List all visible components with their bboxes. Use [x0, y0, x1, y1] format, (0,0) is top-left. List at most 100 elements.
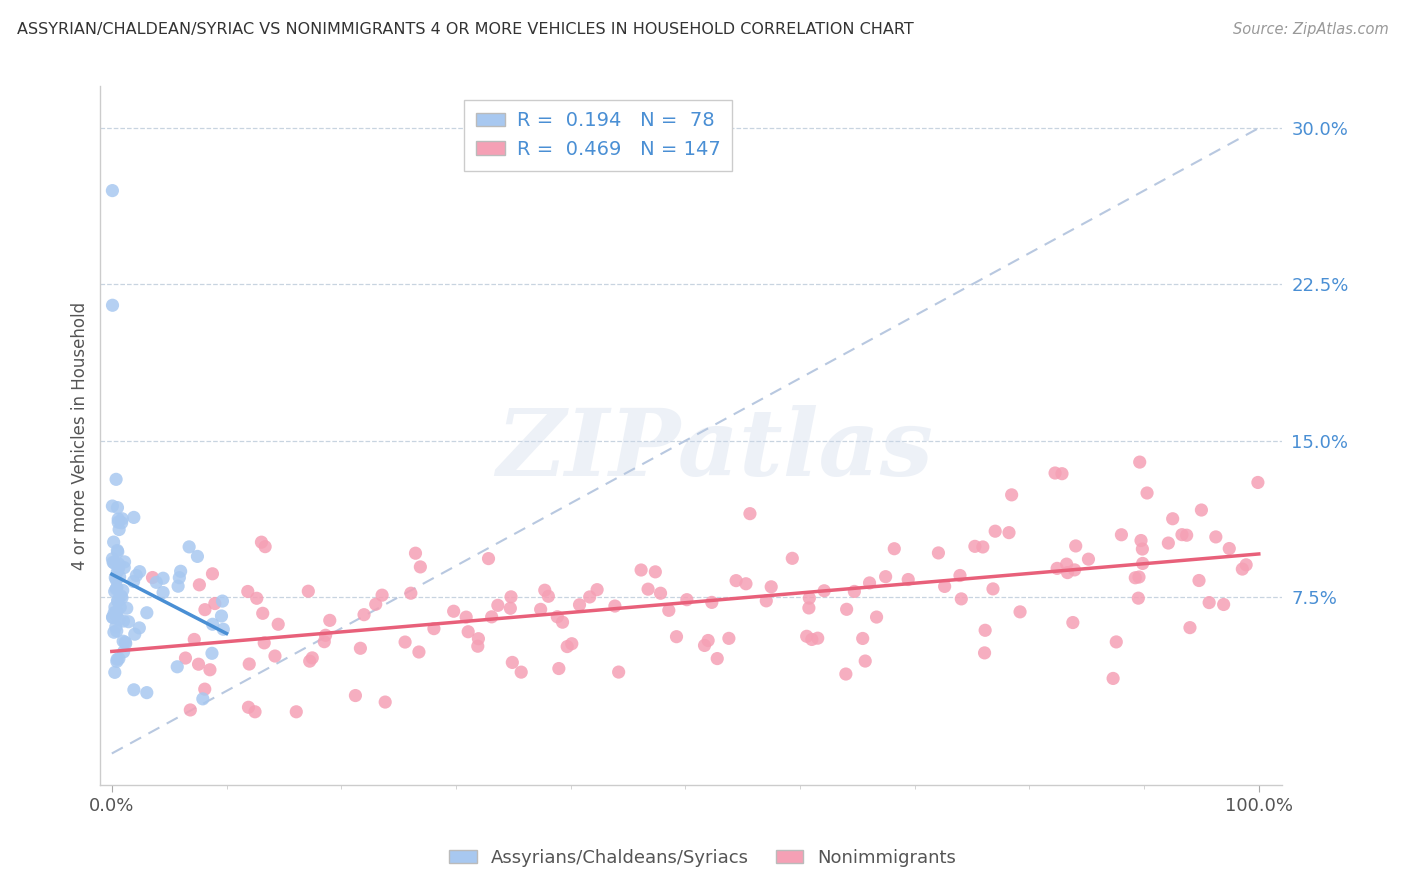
Point — [501, 656, 523, 670]
Point — [110, 600, 132, 615]
Point — [179, 540, 201, 554]
Point — [103, 625, 125, 640]
Point — [782, 551, 804, 566]
Point — [364, 597, 387, 611]
Point — [371, 588, 394, 602]
Point — [394, 635, 416, 649]
Point — [1102, 672, 1125, 686]
Point — [852, 632, 875, 646]
Point — [1111, 528, 1133, 542]
Point — [927, 546, 949, 560]
Point — [297, 584, 319, 599]
Point — [676, 592, 699, 607]
Point — [1043, 466, 1066, 480]
Point — [963, 539, 986, 553]
Point — [456, 610, 478, 624]
Legend: R =  0.194   N =  78, R =  0.469   N = 147: R = 0.194 N = 78, R = 0.469 N = 147 — [464, 100, 733, 170]
Point — [111, 583, 134, 598]
Point — [1008, 605, 1031, 619]
Point — [101, 551, 124, 566]
Point — [128, 621, 150, 635]
Point — [103, 606, 125, 620]
Point — [254, 540, 277, 554]
Point — [467, 632, 489, 646]
Point — [115, 601, 138, 615]
Point — [124, 627, 146, 641]
Point — [105, 565, 128, 579]
Point — [105, 573, 128, 587]
Point — [105, 654, 128, 668]
Point — [194, 682, 217, 697]
Point — [211, 609, 233, 624]
Point — [1128, 591, 1150, 606]
Point — [1050, 467, 1073, 481]
Point — [105, 652, 128, 666]
Point — [179, 703, 201, 717]
Point — [486, 599, 509, 613]
Point — [568, 598, 591, 612]
Point — [105, 543, 128, 558]
Point — [1046, 561, 1069, 575]
Point — [706, 651, 728, 665]
Point — [807, 631, 830, 645]
Point — [211, 594, 233, 608]
Point — [865, 610, 887, 624]
Point — [108, 523, 131, 537]
Point — [201, 566, 224, 581]
Point — [858, 576, 880, 591]
Point — [1218, 541, 1240, 556]
Point — [467, 639, 489, 653]
Point — [1130, 542, 1153, 557]
Point — [738, 507, 761, 521]
Point — [112, 614, 135, 628]
Point — [238, 700, 260, 714]
Point — [735, 576, 758, 591]
Point — [103, 556, 125, 570]
Point — [934, 579, 956, 593]
Point — [1157, 536, 1180, 550]
Point — [101, 555, 124, 569]
Point — [174, 651, 197, 665]
Point — [1178, 621, 1201, 635]
Point — [1105, 635, 1128, 649]
Point — [409, 560, 432, 574]
Point — [285, 705, 308, 719]
Point — [112, 560, 135, 574]
Point — [105, 624, 128, 638]
Text: ASSYRIAN/CHALDEAN/SYRIAC VS NONIMMIGRANTS 4 OR MORE VEHICLES IN HOUSEHOLD CORREL: ASSYRIAN/CHALDEAN/SYRIAC VS NONIMMIGRANT… — [17, 22, 914, 37]
Point — [107, 557, 129, 571]
Point — [1136, 486, 1159, 500]
Point — [353, 607, 375, 622]
Point — [252, 607, 274, 621]
Point — [1063, 563, 1085, 577]
Point — [1212, 598, 1234, 612]
Point — [183, 632, 205, 647]
Point — [101, 499, 124, 513]
Point — [761, 580, 783, 594]
Point — [114, 636, 136, 650]
Point — [374, 695, 396, 709]
Point — [111, 512, 134, 526]
Point — [107, 561, 129, 575]
Point — [586, 582, 609, 597]
Point — [974, 624, 997, 638]
Point — [630, 563, 652, 577]
Point — [555, 640, 578, 654]
Point — [169, 571, 191, 585]
Point — [984, 524, 1007, 539]
Point — [112, 645, 135, 659]
Point — [104, 571, 127, 585]
Point — [1130, 533, 1153, 548]
Point — [250, 535, 273, 549]
Point — [204, 597, 226, 611]
Point — [298, 654, 321, 668]
Point — [122, 510, 145, 524]
Point — [246, 591, 269, 606]
Point — [128, 565, 150, 579]
Point — [561, 637, 583, 651]
Point — [107, 500, 129, 515]
Point — [107, 512, 129, 526]
Point — [1205, 530, 1227, 544]
Point — [950, 591, 973, 606]
Point — [145, 575, 167, 590]
